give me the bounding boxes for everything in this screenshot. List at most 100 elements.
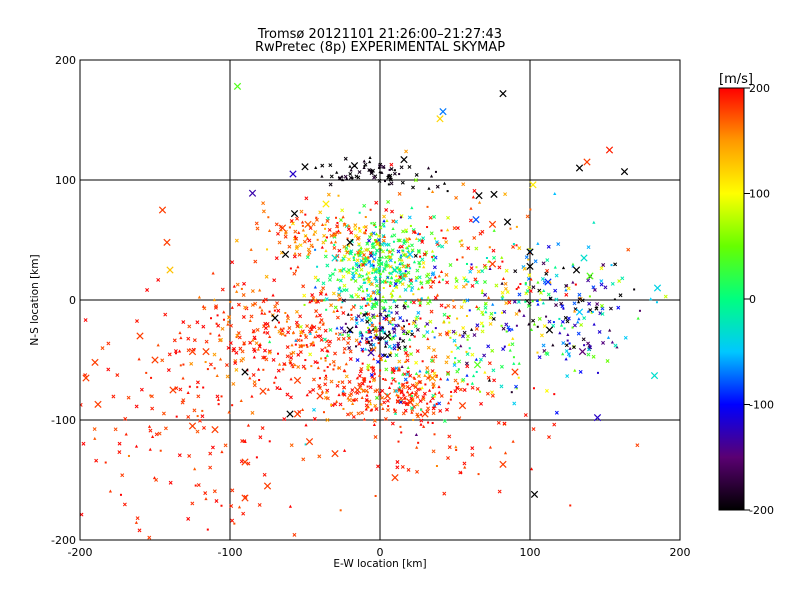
large-marker <box>593 413 602 422</box>
data-point <box>471 374 476 378</box>
data-point <box>305 344 308 347</box>
data-point <box>327 227 332 232</box>
large-marker <box>499 460 507 469</box>
data-point <box>458 240 461 243</box>
data-point <box>351 177 354 180</box>
data-point <box>341 259 344 262</box>
data-point <box>512 299 517 304</box>
data-point <box>314 248 317 251</box>
data-point <box>122 502 127 507</box>
data-point <box>442 491 447 496</box>
data-point <box>220 287 225 292</box>
data-point <box>454 357 457 360</box>
data-point <box>603 285 608 290</box>
data-point <box>206 528 209 531</box>
data-point <box>401 329 406 334</box>
data-point <box>329 174 334 179</box>
data-point <box>293 251 297 255</box>
data-point <box>433 237 436 240</box>
data-point <box>104 461 107 464</box>
data-point <box>480 229 485 234</box>
data-point <box>434 240 439 245</box>
data-point <box>374 239 379 243</box>
data-point <box>286 330 291 335</box>
data-point <box>349 316 354 321</box>
data-point <box>416 310 421 315</box>
data-point <box>431 271 436 276</box>
data-point <box>147 424 152 428</box>
data-point <box>282 417 287 422</box>
data-point <box>289 443 294 448</box>
data-point <box>382 214 387 219</box>
data-point <box>377 266 382 271</box>
data-point <box>230 488 235 493</box>
data-point <box>285 345 290 350</box>
data-point <box>437 274 441 278</box>
large-marker <box>188 422 197 430</box>
data-point <box>503 345 506 348</box>
large-marker <box>605 146 614 154</box>
data-point <box>391 336 396 341</box>
data-point <box>284 311 287 314</box>
data-point <box>577 297 582 302</box>
data-point <box>356 253 359 256</box>
data-point <box>424 383 427 386</box>
data-point <box>370 366 373 369</box>
data-point <box>532 322 537 326</box>
data-point <box>406 365 410 369</box>
data-point <box>380 358 384 362</box>
data-point <box>204 361 207 364</box>
data-point <box>267 324 271 328</box>
data-point <box>186 336 191 341</box>
data-point <box>154 432 159 437</box>
data-point <box>400 261 405 266</box>
data-point <box>366 293 371 298</box>
data-point <box>381 407 385 411</box>
data-point <box>538 290 543 295</box>
data-point <box>328 163 333 168</box>
data-point <box>258 344 261 347</box>
data-point <box>166 368 171 373</box>
data-point <box>483 305 488 310</box>
data-point <box>418 303 422 307</box>
data-point <box>452 304 457 309</box>
data-point <box>217 403 220 406</box>
data-point <box>318 377 321 380</box>
data-point <box>503 451 508 455</box>
data-point <box>360 296 365 301</box>
colorbar-tick-label: 0 <box>749 293 756 306</box>
data-point <box>368 380 371 383</box>
data-point <box>370 323 375 328</box>
data-point <box>195 380 200 385</box>
data-point <box>439 303 444 308</box>
data-point <box>461 377 466 382</box>
data-point <box>266 248 269 251</box>
data-point <box>573 309 577 313</box>
data-point <box>410 390 414 394</box>
data-point <box>290 221 295 226</box>
data-point <box>324 390 329 394</box>
data-point <box>381 269 385 273</box>
data-point <box>355 319 358 322</box>
data-point <box>339 231 342 234</box>
data-point <box>338 402 343 407</box>
data-point <box>420 297 423 300</box>
data-point <box>492 255 496 260</box>
data-point <box>437 390 441 394</box>
data-point <box>209 332 212 335</box>
data-point <box>406 467 411 472</box>
data-point <box>362 165 366 169</box>
data-point <box>406 263 411 268</box>
data-point <box>527 285 532 290</box>
data-point <box>398 173 401 176</box>
data-point <box>266 387 270 391</box>
data-point <box>343 156 348 161</box>
data-point <box>365 331 368 334</box>
data-point <box>533 259 538 264</box>
data-point <box>187 453 192 458</box>
data-point <box>560 304 565 309</box>
large-marker <box>526 248 534 256</box>
data-point <box>301 457 306 462</box>
data-point <box>455 449 458 452</box>
